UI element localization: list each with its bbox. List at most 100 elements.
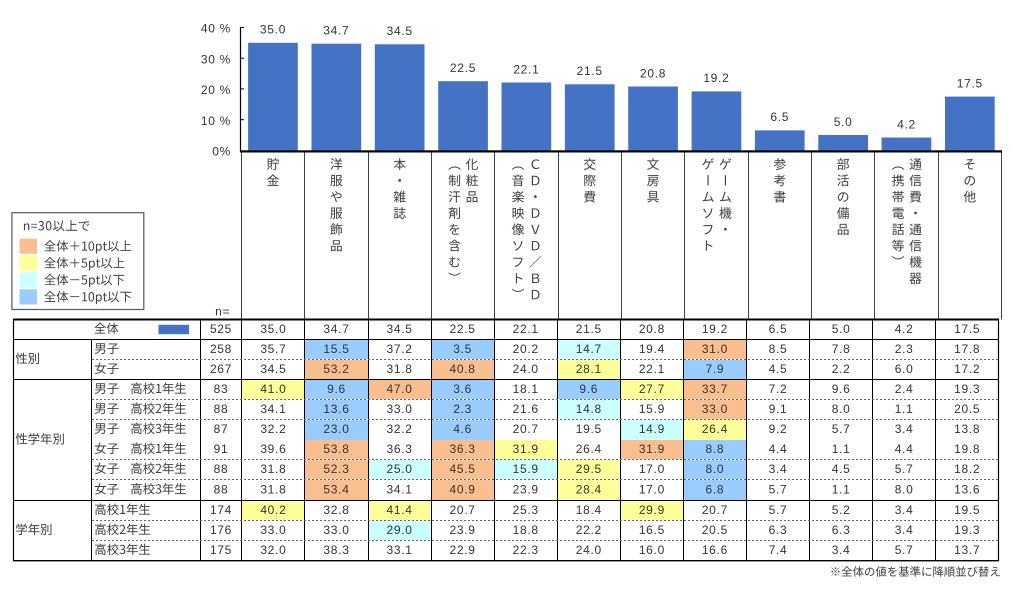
svg-text:24.0: 24.0 <box>576 543 602 557</box>
svg-text:18.2: 18.2 <box>954 462 980 476</box>
svg-text:28.4: 28.4 <box>576 482 602 496</box>
svg-text:22.3: 22.3 <box>513 543 539 557</box>
svg-text:5.7: 5.7 <box>769 482 788 496</box>
svg-text:13.7: 13.7 <box>954 543 980 557</box>
svg-text:40.8: 40.8 <box>450 362 476 376</box>
svg-text:27.7: 27.7 <box>639 382 665 396</box>
svg-text:41.0: 41.0 <box>260 382 286 396</box>
svg-text:17.2: 17.2 <box>954 362 980 376</box>
svg-text:88: 88 <box>214 482 229 496</box>
svg-text:47.0: 47.0 <box>387 382 413 396</box>
svg-text:45.5: 45.5 <box>450 462 476 476</box>
svg-text:4.4: 4.4 <box>895 442 914 456</box>
svg-text:31.8: 31.8 <box>260 462 286 476</box>
svg-text:19.8: 19.8 <box>954 442 980 456</box>
svg-text:13.6: 13.6 <box>954 482 980 496</box>
svg-text:3.4: 3.4 <box>832 543 851 557</box>
svg-text:14.8: 14.8 <box>576 402 602 416</box>
svg-text:5.7: 5.7 <box>769 503 788 517</box>
svg-text:5.7: 5.7 <box>832 422 851 436</box>
svg-text:15.5: 15.5 <box>323 342 349 356</box>
svg-text:525: 525 <box>210 322 232 336</box>
svg-text:24.0: 24.0 <box>513 362 539 376</box>
svg-text:9.2: 9.2 <box>769 422 788 436</box>
svg-text:21.6: 21.6 <box>513 402 539 416</box>
svg-text:22.5: 22.5 <box>450 322 476 336</box>
svg-text:6.8: 6.8 <box>706 482 725 496</box>
svg-text:28.1: 28.1 <box>576 362 602 376</box>
svg-text:33.0: 33.0 <box>260 523 286 537</box>
svg-text:31.9: 31.9 <box>513 442 539 456</box>
svg-text:7.2: 7.2 <box>769 382 788 396</box>
svg-text:40.9: 40.9 <box>450 482 476 496</box>
svg-text:5.7: 5.7 <box>895 543 914 557</box>
svg-text:5.0: 5.0 <box>832 322 851 336</box>
svg-text:6.3: 6.3 <box>832 523 851 537</box>
svg-text:4.4: 4.4 <box>769 442 788 456</box>
svg-text:32.0: 32.0 <box>260 543 286 557</box>
svg-text:32.8: 32.8 <box>323 503 349 517</box>
svg-text:3.4: 3.4 <box>895 523 914 537</box>
svg-text:18.1: 18.1 <box>513 382 539 396</box>
svg-text:23.9: 23.9 <box>450 523 476 537</box>
svg-text:17.8: 17.8 <box>954 342 980 356</box>
svg-text:8.0: 8.0 <box>895 482 914 496</box>
svg-text:25.0: 25.0 <box>387 462 413 476</box>
svg-text:10 %: 10 % <box>201 114 231 128</box>
svg-text:34.5: 34.5 <box>387 24 413 38</box>
svg-text:174: 174 <box>210 503 232 517</box>
svg-text:40.2: 40.2 <box>260 503 286 517</box>
svg-text:23.9: 23.9 <box>513 482 539 496</box>
svg-text:34.5: 34.5 <box>260 362 286 376</box>
svg-text:20.8: 20.8 <box>640 66 666 80</box>
svg-text:88: 88 <box>214 402 229 416</box>
svg-text:34.5: 34.5 <box>387 322 413 336</box>
svg-text:6.0: 6.0 <box>895 362 914 376</box>
svg-text:53.4: 53.4 <box>323 482 349 496</box>
svg-text:6.5: 6.5 <box>770 110 789 124</box>
svg-text:8.0: 8.0 <box>706 462 725 476</box>
svg-text:8.0: 8.0 <box>832 402 851 416</box>
svg-text:29.9: 29.9 <box>639 503 665 517</box>
svg-text:19.3: 19.3 <box>954 523 980 537</box>
svg-text:19.2: 19.2 <box>702 322 728 336</box>
svg-text:4.6: 4.6 <box>453 422 472 436</box>
svg-text:17.5: 17.5 <box>954 322 980 336</box>
svg-text:7.4: 7.4 <box>769 543 788 557</box>
svg-text:15.9: 15.9 <box>639 402 665 416</box>
svg-text:9.6: 9.6 <box>579 382 598 396</box>
svg-text:8.8: 8.8 <box>706 442 725 456</box>
svg-text:14.9: 14.9 <box>639 422 665 436</box>
svg-text:33.1: 33.1 <box>387 543 413 557</box>
svg-text:258: 258 <box>210 342 232 356</box>
svg-text:2.3: 2.3 <box>895 342 914 356</box>
svg-text:19.5: 19.5 <box>576 422 602 436</box>
svg-text:3.4: 3.4 <box>769 462 788 476</box>
svg-text:32.2: 32.2 <box>387 422 413 436</box>
svg-text:33.0: 33.0 <box>702 402 728 416</box>
svg-text:36.3: 36.3 <box>387 442 413 456</box>
svg-text:35.0: 35.0 <box>260 23 286 37</box>
svg-text:21.5: 21.5 <box>576 322 602 336</box>
svg-text:22.9: 22.9 <box>450 543 476 557</box>
svg-text:1.1: 1.1 <box>832 442 851 456</box>
svg-text:34.1: 34.1 <box>260 402 286 416</box>
svg-text:19.5: 19.5 <box>954 503 980 517</box>
svg-text:3.4: 3.4 <box>895 503 914 517</box>
svg-text:21.5: 21.5 <box>577 64 603 78</box>
svg-text:3.4: 3.4 <box>895 422 914 436</box>
svg-text:33.0: 33.0 <box>323 523 349 537</box>
svg-text:6.3: 6.3 <box>769 523 788 537</box>
svg-text:4.5: 4.5 <box>769 362 788 376</box>
svg-text:34.1: 34.1 <box>387 482 413 496</box>
svg-text:29.0: 29.0 <box>387 523 413 537</box>
svg-text:53.8: 53.8 <box>323 442 349 456</box>
svg-text:41.4: 41.4 <box>387 503 413 517</box>
svg-text:7.8: 7.8 <box>832 342 851 356</box>
svg-text:20.5: 20.5 <box>954 402 980 416</box>
svg-text:31.8: 31.8 <box>260 482 286 496</box>
svg-text:87: 87 <box>214 422 229 436</box>
svg-text:22.1: 22.1 <box>513 62 539 76</box>
svg-text:4.2: 4.2 <box>897 117 916 131</box>
svg-text:267: 267 <box>210 362 232 376</box>
